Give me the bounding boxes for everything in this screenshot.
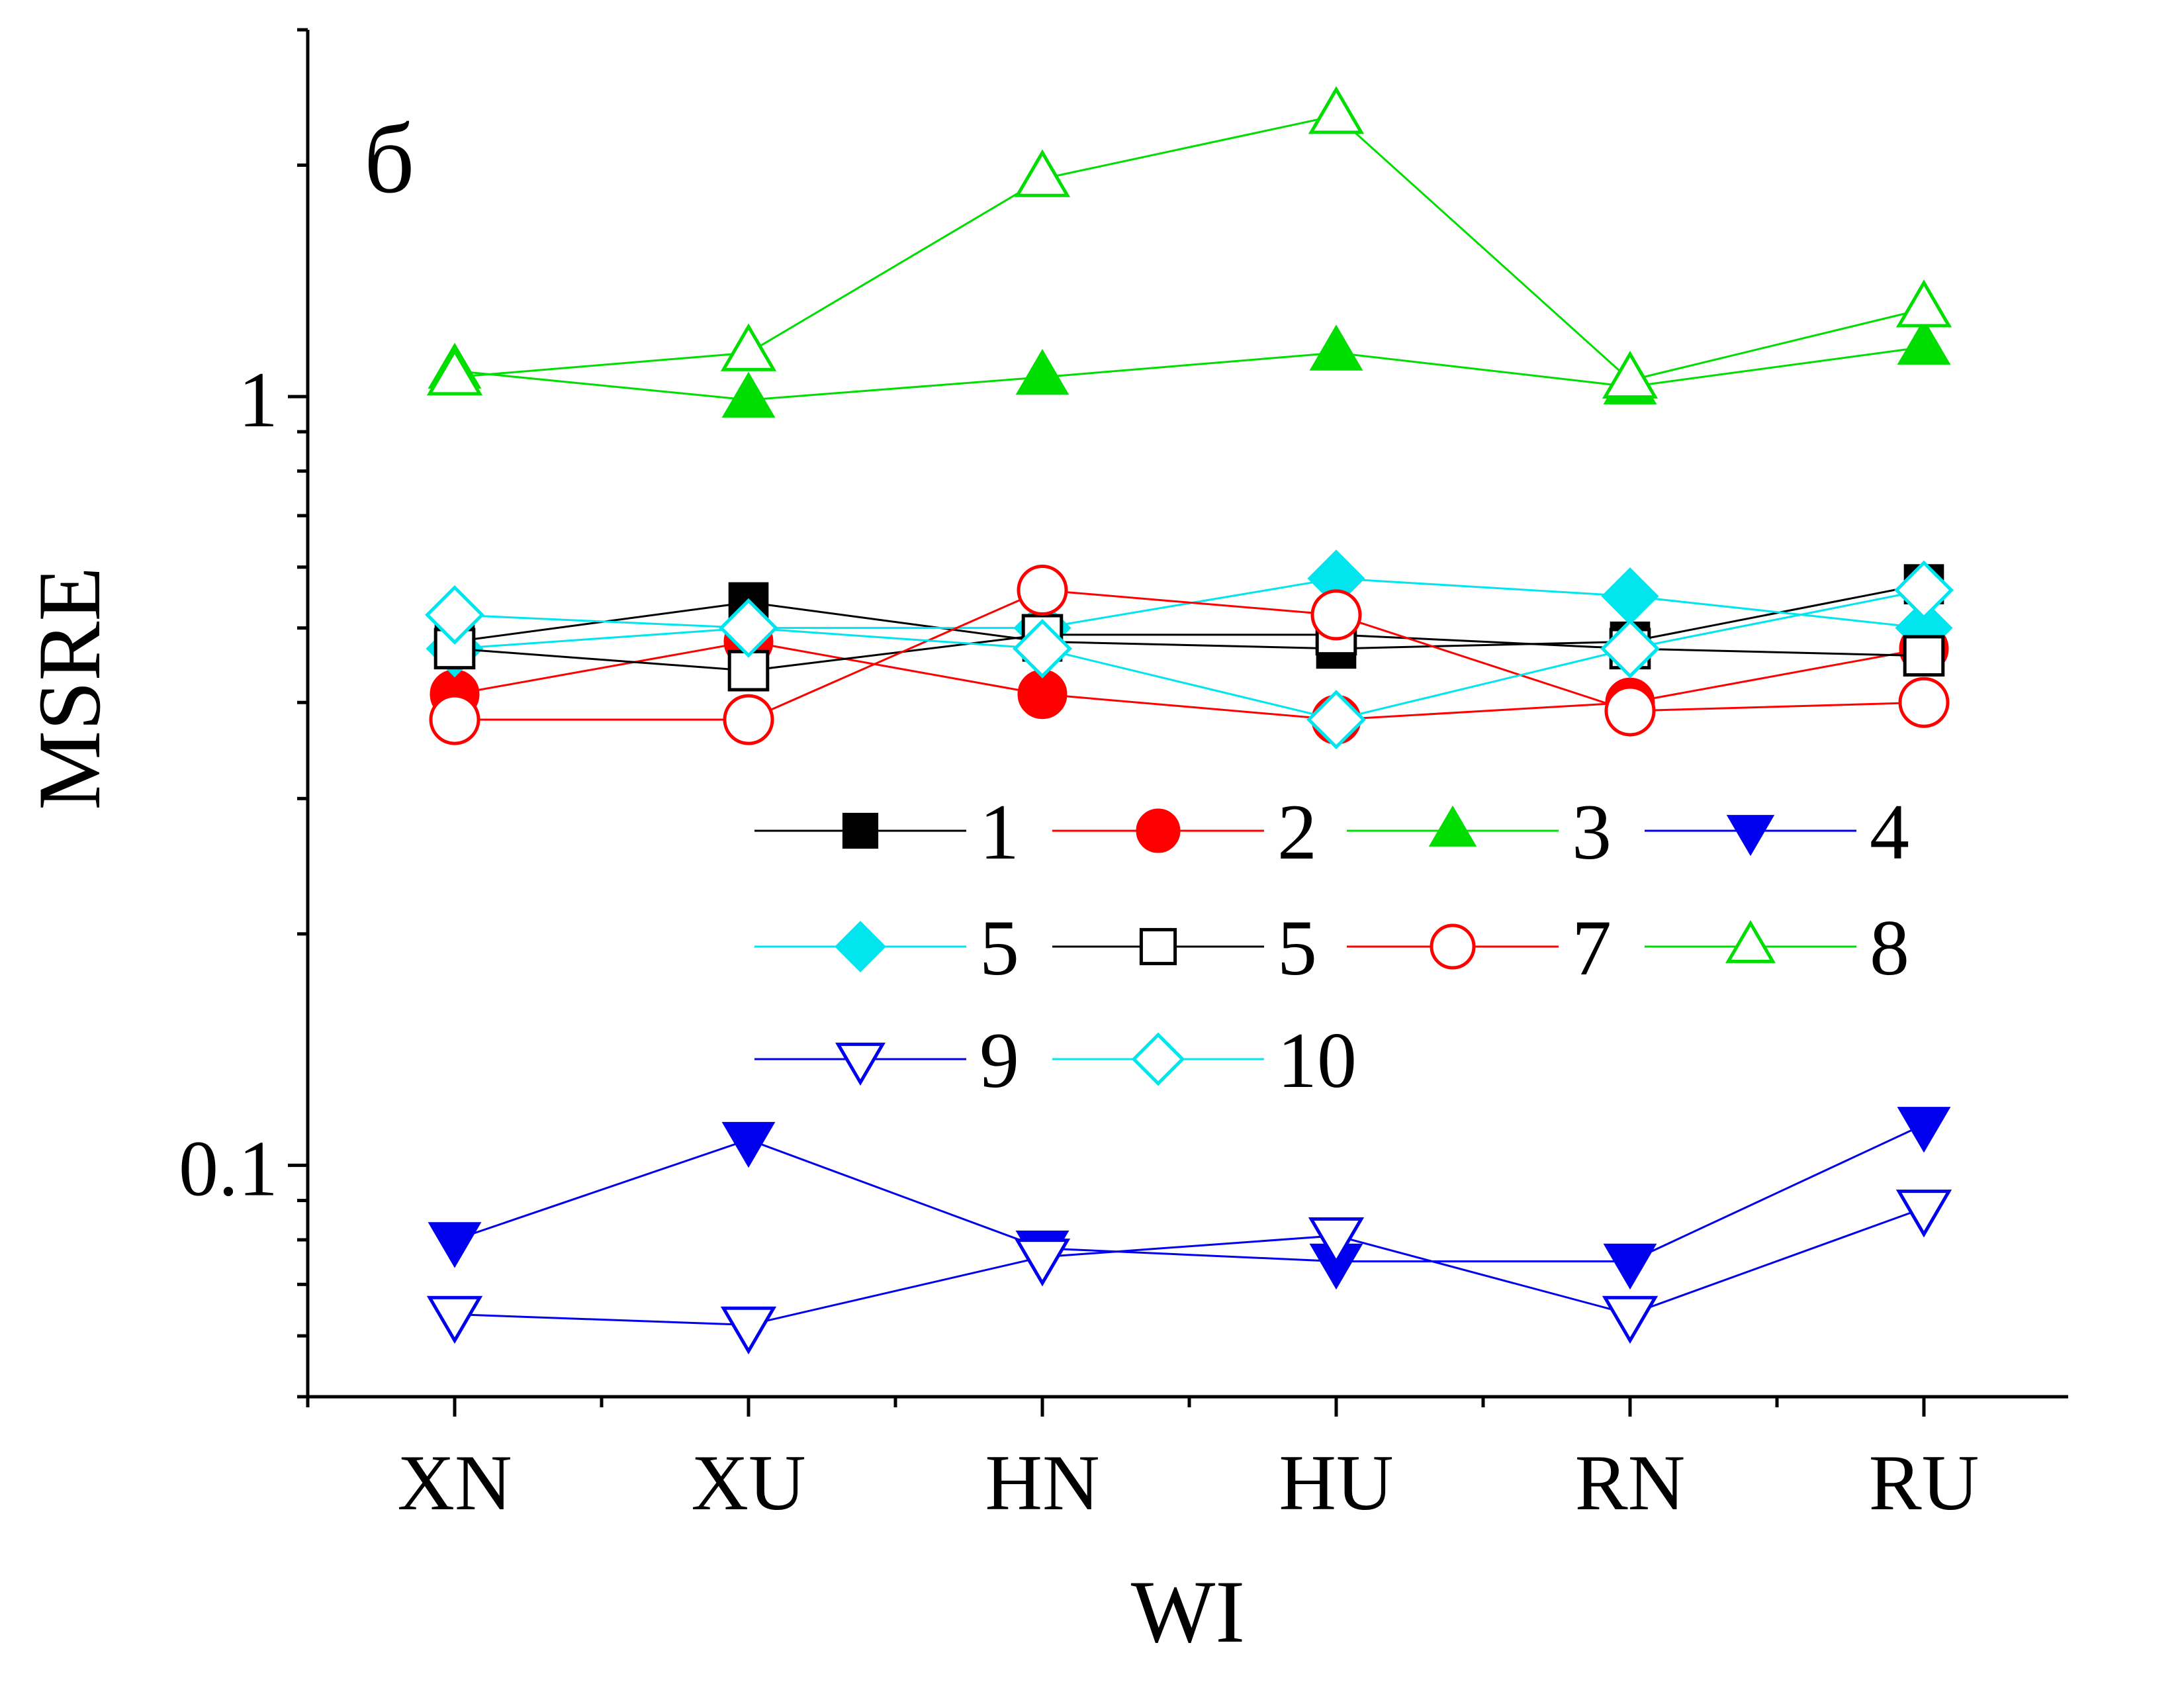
data-point xyxy=(1898,677,1950,728)
y-tick-label: 1 xyxy=(238,355,278,444)
legend-marker xyxy=(1139,927,1177,966)
data-point xyxy=(1309,324,1363,371)
series-layer xyxy=(425,86,1954,1355)
data-point xyxy=(1601,567,1659,626)
data-point xyxy=(1013,618,1072,679)
x-tick-label: HN xyxy=(985,1438,1099,1526)
legend-item: 5 xyxy=(1052,904,1317,992)
data-point xyxy=(1897,318,1951,365)
data-point xyxy=(721,371,776,418)
data-point xyxy=(720,1306,777,1355)
data-point xyxy=(723,694,774,745)
legend-marker xyxy=(1136,808,1181,853)
data-point xyxy=(1017,565,1068,616)
series-1 xyxy=(434,564,1944,669)
legend-marker xyxy=(1725,919,1776,963)
data-point xyxy=(1600,618,1660,679)
data-point xyxy=(1308,1217,1365,1266)
series-9 xyxy=(426,1190,1952,1355)
data-point xyxy=(720,323,777,371)
legend-item: 2 xyxy=(1052,788,1317,876)
series-4 xyxy=(428,1107,1951,1290)
legend-item: 1 xyxy=(754,788,1019,876)
series-line xyxy=(454,583,1925,650)
legend-marker xyxy=(1428,805,1477,847)
legend-marker xyxy=(835,1043,886,1086)
x-tick-label: XN xyxy=(397,1438,512,1526)
series-7 xyxy=(429,565,1950,745)
y-tick-label: 0.1 xyxy=(179,1124,278,1212)
data-point xyxy=(426,1295,483,1344)
series-8 xyxy=(426,86,1952,399)
data-point xyxy=(425,585,484,645)
legend-item: 10 xyxy=(1052,1016,1357,1104)
legend-label: 4 xyxy=(1870,788,1909,876)
legend-label: 5 xyxy=(979,904,1019,992)
data-point xyxy=(1895,279,1952,328)
legend-label: 2 xyxy=(1277,788,1317,876)
data-point xyxy=(1014,149,1071,197)
series-line xyxy=(455,588,1925,721)
series-line xyxy=(454,577,1925,650)
legend-label: 1 xyxy=(979,788,1019,876)
data-point xyxy=(721,1121,776,1168)
series-10 xyxy=(425,560,1954,750)
data-point xyxy=(1903,635,1945,677)
data-point xyxy=(1310,589,1362,641)
data-point xyxy=(426,348,483,396)
legend-item: 8 xyxy=(1645,904,1909,992)
data-point xyxy=(1014,1239,1071,1287)
legend-item: 3 xyxy=(1347,788,1612,876)
legend-item: 7 xyxy=(1347,904,1612,992)
legend-label: 7 xyxy=(1572,904,1612,992)
legend-label: 9 xyxy=(979,1016,1019,1104)
series-line xyxy=(454,640,1925,721)
legend-marker xyxy=(1430,923,1476,970)
series-line xyxy=(454,633,1925,672)
data-point xyxy=(1602,350,1659,399)
data-point xyxy=(1308,86,1365,134)
data-point xyxy=(719,598,778,658)
legend-item: 4 xyxy=(1645,788,1909,876)
data-point xyxy=(1603,1243,1657,1290)
data-point xyxy=(1604,685,1656,737)
data-point xyxy=(1894,560,1954,620)
data-point xyxy=(1306,690,1366,750)
data-point xyxy=(1897,1107,1951,1153)
series-line xyxy=(454,589,1925,721)
data-point xyxy=(1895,1190,1952,1238)
legend-label: 10 xyxy=(1277,1016,1357,1104)
series-line xyxy=(454,1123,1925,1263)
series-3 xyxy=(428,318,1951,418)
x-tick-label: RN xyxy=(1575,1438,1686,1526)
legend-label: 8 xyxy=(1870,904,1909,992)
data-point xyxy=(429,694,480,745)
legend-marker xyxy=(842,812,879,849)
x-tick-label: HU xyxy=(1279,1438,1393,1526)
x-axis-title: WI xyxy=(1131,1563,1245,1662)
legend: 1 2 3 4 5 5 7 8 9 10 xyxy=(754,788,1909,1104)
data-point xyxy=(1015,349,1069,395)
legend-marker xyxy=(1726,815,1775,857)
legend-item: 9 xyxy=(754,1016,1019,1104)
legend-label: 5 xyxy=(1277,904,1317,992)
x-tick-label: RU xyxy=(1869,1438,1979,1526)
series-6 xyxy=(433,614,1945,692)
axes: 1 0.1 XN XU HN HU RN RU xyxy=(179,28,2068,1526)
y-axis-title: MSRE xyxy=(21,567,119,810)
x-tick-label: XU xyxy=(691,1438,805,1526)
legend-marker xyxy=(1131,1032,1185,1086)
series-2 xyxy=(430,616,1949,745)
legend-item: 5 xyxy=(754,904,1019,992)
legend-label: 3 xyxy=(1572,788,1612,876)
legend-marker xyxy=(835,921,886,972)
panel-label: б xyxy=(364,104,414,214)
series-line xyxy=(454,1207,1925,1327)
series-line xyxy=(454,115,1925,382)
data-point xyxy=(1602,1295,1659,1344)
series-line xyxy=(454,346,1925,401)
data-point xyxy=(428,1222,482,1268)
